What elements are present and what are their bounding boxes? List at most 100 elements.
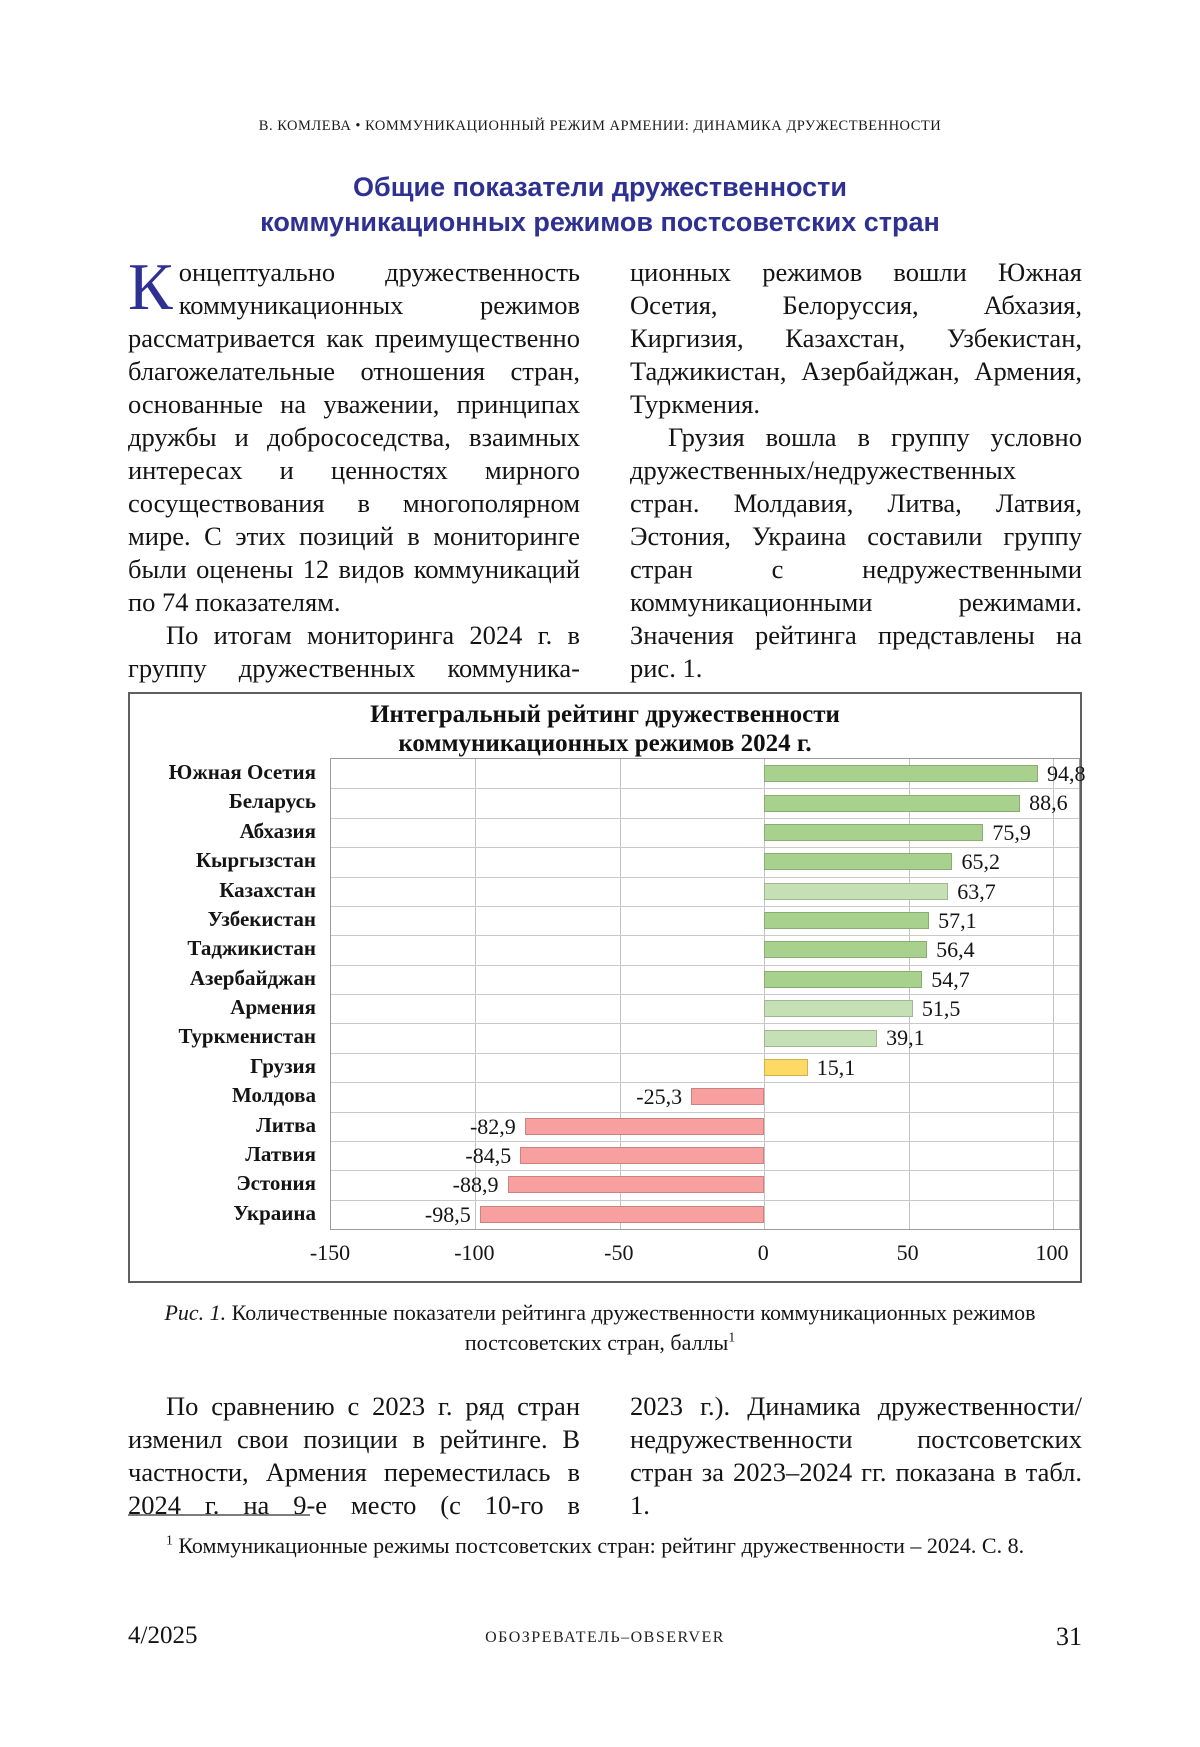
chart-bar <box>479 1205 765 1223</box>
chart-bar <box>764 882 949 900</box>
footnote-text: Коммуникационные режимы постсоветских ст… <box>172 1533 1025 1558</box>
chart-row-separator <box>331 1199 1079 1201</box>
x-axis-tick-label: -150 <box>309 1240 351 1265</box>
page-footer: 4/2025 ОБОЗРЕВАТЕЛЬ–OBSERVER 31 <box>128 1622 1082 1656</box>
chart-title-line2: коммуникационных режимов 2024 г. <box>398 730 812 757</box>
chart-row-separator <box>331 1052 1079 1054</box>
figure-caption-label: Рис. 1. <box>164 1300 227 1325</box>
body-column-right: ционных режимов вошли Южная Осетия, Бело… <box>630 256 1082 685</box>
footnote-marker: 1 <box>166 1532 173 1548</box>
chart-category-label: Кыргызстан <box>195 848 316 873</box>
chart-row-separator <box>331 788 1079 790</box>
chart-ticks: -150 -100 -50 0 50 100 <box>310 1240 1078 1270</box>
chart-value-label: -25,3 <box>636 1084 683 1110</box>
chart-value-label: 88,6 <box>1029 790 1068 816</box>
chart-bar <box>764 794 1021 812</box>
footer-journal-name: ОБОЗРЕВАТЕЛЬ–OBSERVER <box>485 1629 725 1646</box>
chart-bar <box>764 765 1038 783</box>
chart-gutter: Южная Осетия Беларусь Абхазия Кыргызстан Каз… <box>130 758 330 1228</box>
footer-page-number: 31 <box>1056 1622 1082 1651</box>
body-section-2: По сравнению с 2023 г. ряд стран изменил… <box>128 1390 1082 1522</box>
chart-value-label: 63,7 <box>957 878 996 904</box>
x-axis-tick-label: 0 <box>757 1240 769 1265</box>
chart-row-separator <box>331 1111 1079 1113</box>
x-axis-tick-label: 50 <box>896 1240 919 1265</box>
chart-title: Интегральный рейтинг дружественности ком… <box>130 700 1080 758</box>
chart-category-label: Молдова <box>232 1083 316 1108</box>
chart-row-separator <box>331 964 1079 966</box>
chart-category-label: Азербайджан <box>189 965 316 990</box>
chart-category-label: Армения <box>230 995 316 1019</box>
chart-value-label: 57,1 <box>938 907 977 933</box>
chart-bar <box>691 1088 765 1106</box>
article-title-line2: коммуникационных режимов постсоветских с… <box>260 207 940 237</box>
paragraph-friendly-list: ционных режимов вошли Южная Осетия, Бело… <box>630 257 1082 419</box>
chart-value-label: 94,8 <box>1047 761 1086 786</box>
chart-bar <box>524 1117 765 1135</box>
chart-category-label: Узбекистан <box>207 906 316 931</box>
chart-row-separator <box>331 1170 1079 1172</box>
body2-column-right: 2023 г.). Динамика дружественности/недру… <box>630 1390 1082 1522</box>
chart-plot: 94,8 88,6 75,9 65,2 63,7 57,1 56,4 54,7 51,5 39,1… <box>330 758 1086 1230</box>
chart-value-label: -84,5 <box>465 1142 512 1168</box>
chart-bar <box>764 1000 913 1018</box>
chart-value-label: 39,1 <box>886 1025 925 1051</box>
drop-cap: К <box>128 250 173 324</box>
chart-category-label: Эстония <box>236 1171 316 1196</box>
chart-value-label: 75,9 <box>992 819 1031 845</box>
paragraph-georgia-group: Грузия вошла в группу условно дружествен… <box>630 422 1082 683</box>
chart-category-label: Южная Осетия <box>168 760 316 784</box>
running-header: В. КОМЛЕВА • КОММУНИКАЦИОННЫЙ РЕЖИМ АРМЕ… <box>258 118 942 134</box>
x-axis-tick-label: 100 <box>1035 1240 1069 1265</box>
chart-row-separator <box>331 1140 1079 1142</box>
figure-caption-text: Количественные показатели рейтинга друже… <box>226 1300 1036 1355</box>
chart-bar <box>507 1176 765 1194</box>
figure-caption: Рис. 1. Количественные показатели рейтин… <box>140 1298 1060 1358</box>
figure-1-chart: Интегральный рейтинг дружественности ком… <box>128 692 1086 1283</box>
chart-category-label: Беларусь <box>228 789 316 814</box>
x-axis-tick-label: -100 <box>454 1240 495 1265</box>
paragraph-comparison: По сравнению с 2023 г. ряд стран изменил… <box>128 1391 580 1520</box>
chart-row-separator <box>331 994 1079 995</box>
x-axis-tick-label: -50 <box>604 1240 634 1265</box>
article-title: Общие показатели дружественности коммуни… <box>123 170 1077 240</box>
chart-category-label: Грузия <box>250 1053 316 1078</box>
chart-bar <box>764 823 984 841</box>
footnote: 1 Коммуникационные режимы постсоветских … <box>128 1532 1082 1560</box>
article-title-line1: Общие показатели дружественности <box>353 172 847 202</box>
paragraph-intro-text: онцептуально дружественность коммуникаци… <box>128 257 580 617</box>
chart-row-separator <box>331 847 1079 849</box>
chart-value-label: 65,2 <box>961 849 1001 875</box>
body2-column-left: По сравнению с 2023 г. ряд стран изменил… <box>128 1390 580 1522</box>
chart-row-separator <box>331 935 1079 937</box>
chart-value-label: 56,4 <box>936 937 975 963</box>
chart-value-label: 54,7 <box>931 966 970 992</box>
chart-bar <box>764 970 923 988</box>
chart-value-label: 51,5 <box>921 996 961 1021</box>
footnote-rule <box>128 1514 310 1516</box>
chart-category-label: Латвия <box>245 1141 316 1166</box>
paragraph-dynamics: 2023 г.). Динамика дружественности/недру… <box>630 1391 1082 1520</box>
chart-title-line1: Интегральный рейтинг дружественности <box>370 701 840 728</box>
chart-row-separator <box>331 817 1079 819</box>
chart-category-label: Таджикистан <box>187 936 316 961</box>
paragraph-monitoring: По итогам мониторинга 2024 г. в группу д… <box>128 620 580 683</box>
chart-row-separator <box>331 1082 1079 1084</box>
footer-issue: 4/2025 <box>128 1622 198 1649</box>
chart-bar <box>764 1029 878 1047</box>
chart-value-label: 15,1 <box>816 1054 856 1080</box>
chart-bar <box>764 941 928 959</box>
chart-row-separator <box>331 876 1079 878</box>
chart-bar <box>520 1147 765 1165</box>
chart-category-label: Абхазия <box>239 818 316 843</box>
chart-value-label: -88,9 <box>452 1172 499 1198</box>
chart-category-label: Литва <box>256 1112 316 1137</box>
chart-value-label: -98,5 <box>424 1201 471 1227</box>
chart-row-separator <box>331 905 1079 907</box>
chart-category-label: Казахстан <box>219 877 316 902</box>
chart-category-label: Туркменистан <box>178 1024 316 1049</box>
